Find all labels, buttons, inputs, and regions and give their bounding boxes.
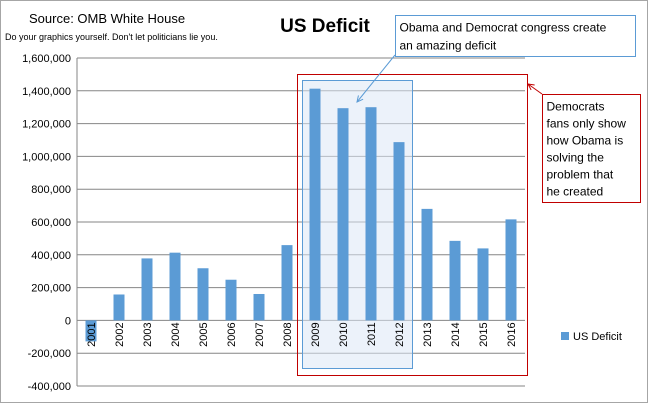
bar-2014 — [449, 240, 461, 321]
obama-pointer-line — [356, 54, 396, 103]
bar-2010 — [337, 108, 349, 321]
x-tick-label: 2013 — [422, 322, 434, 346]
democrats-callout-box — [542, 94, 641, 203]
bar-2003 — [141, 258, 153, 321]
x-tick-label: 2015 — [478, 322, 490, 346]
obama-callout-text: Obama and Democrat congress create an ama… — [400, 21, 607, 53]
x-tick-label: 2004 — [170, 322, 182, 346]
legend-swatch — [561, 332, 569, 340]
y-tick-label: 1,600,000 — [22, 53, 71, 65]
x-tick-label: 2009 — [310, 322, 322, 346]
democrats-pointer-line — [527, 83, 543, 95]
democrats-callout-text: Democrats fans only show how Obama is solvi… — [547, 100, 627, 199]
legend: US Deficit — [561, 331, 622, 343]
bar-2005 — [197, 268, 209, 321]
y-tick-label: 200,000 — [31, 283, 71, 295]
legend-label: US Deficit — [573, 331, 622, 343]
x-tick-label: 2008 — [282, 322, 294, 346]
bar-2001 — [85, 320, 97, 342]
y-tick-label: 1,200,000 — [22, 119, 71, 131]
gridlines — [76, 57, 525, 387]
bar-2012 — [393, 142, 405, 321]
y-tick-label: 800,000 — [31, 184, 71, 196]
y-tick-label: 1,000,000 — [22, 151, 71, 163]
bar-2004 — [169, 252, 181, 321]
bar-2007 — [253, 293, 265, 321]
y-tick-labels: -400,000 -200,000 0 200,000 400,000 600,000 80… — [22, 53, 71, 393]
y-tick-label: -400,000 — [28, 381, 71, 393]
annotations: Obama and Democrat congress create an ama… — [356, 15, 641, 203]
democrats-highlight-box — [297, 74, 528, 376]
y-tick-label: 400,000 — [31, 250, 71, 262]
obama-callout-box — [395, 15, 636, 57]
y-tick-label: 600,000 — [31, 217, 71, 229]
x-tick-label: 2001 — [86, 322, 98, 346]
x-tick-label: 2014 — [450, 322, 462, 346]
x-tick-label: 2002 — [114, 322, 126, 346]
source-text: Source: OMB White House — [29, 11, 185, 26]
obama-arrowhead — [356, 95, 364, 103]
bar-2011 — [365, 107, 377, 321]
y-tick-label: 1,400,000 — [22, 86, 71, 98]
x-tick-label: 2003 — [142, 322, 154, 346]
bar-2015 — [477, 248, 489, 321]
bar-2008 — [281, 245, 293, 321]
bar-2002 — [113, 294, 125, 321]
bar-2006 — [225, 279, 237, 321]
x-tick-label: 2012 — [394, 322, 406, 346]
x-tick-label: 2005 — [198, 322, 210, 346]
x-tick-labels: 2001 2002 2003 2004 2005 2006 2007 2008 2009 2010… — [86, 322, 518, 346]
x-tick-label: 2011 — [366, 322, 378, 346]
bar-2016 — [505, 219, 517, 321]
democrats-arrowhead — [527, 83, 535, 91]
x-tick-label: 2016 — [506, 322, 518, 346]
x-tick-label: 2006 — [226, 322, 238, 346]
bar-2013 — [421, 208, 433, 321]
x-tick-label: 2010 — [338, 322, 350, 346]
y-tick-label: -200,000 — [28, 348, 71, 360]
note-text: Do your graphics yourself. Don't let pol… — [5, 32, 218, 42]
bar-2009 — [309, 88, 321, 321]
bars — [85, 88, 517, 342]
y-tick-label: 0 — [65, 315, 71, 327]
x-tick-label: 2007 — [254, 322, 266, 346]
chart-title: US Deficit — [280, 16, 370, 37]
